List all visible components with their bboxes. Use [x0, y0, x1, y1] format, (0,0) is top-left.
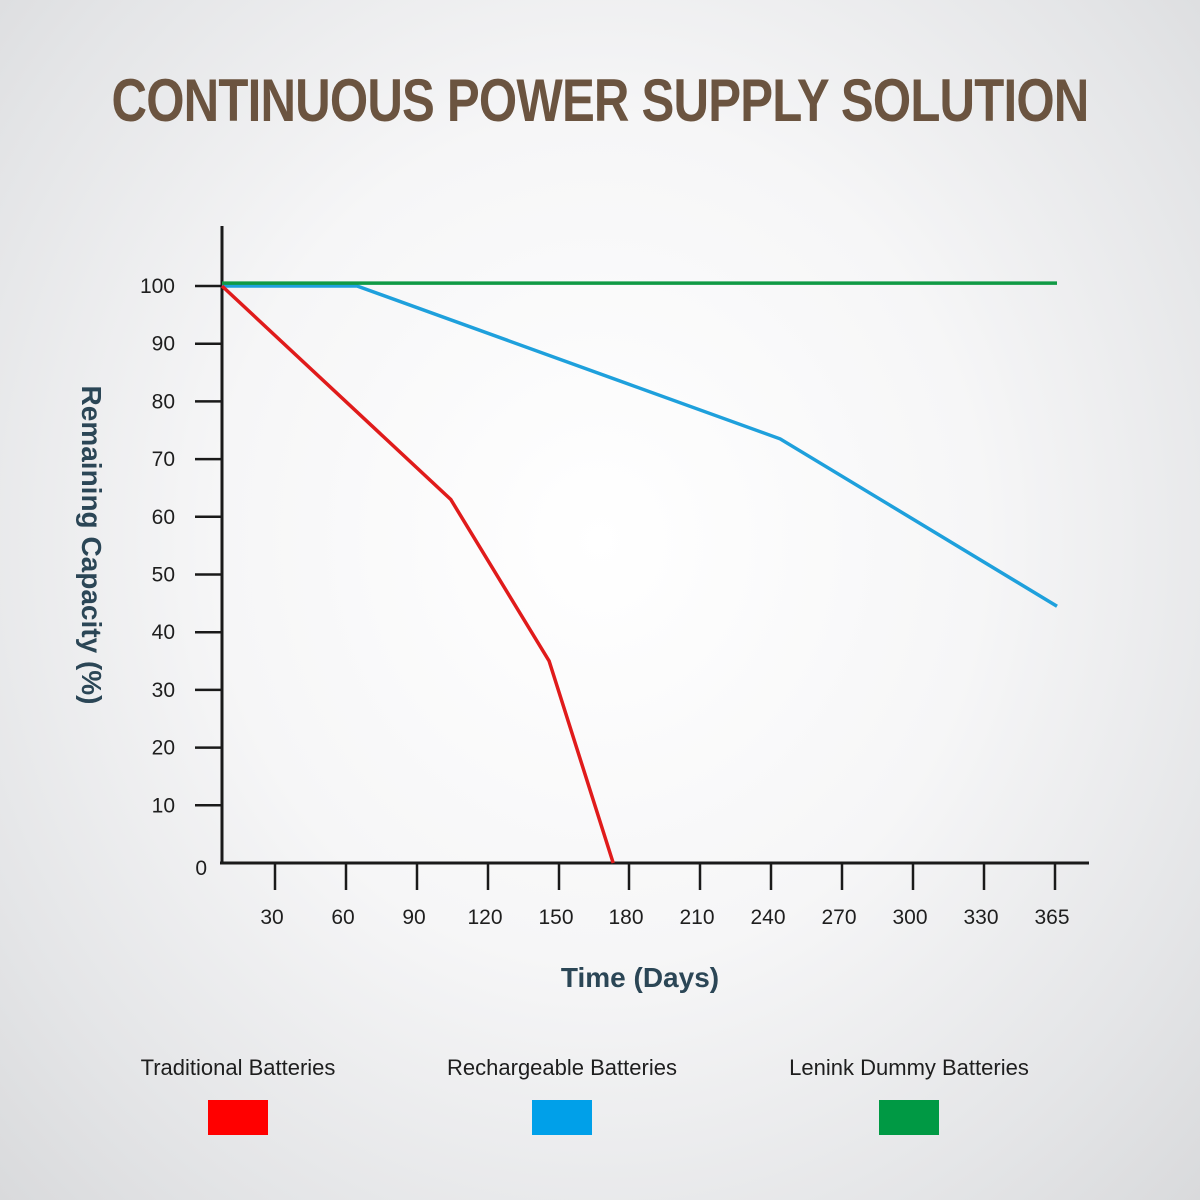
y-tick-label: 50	[152, 564, 175, 587]
y-tick-label: 70	[152, 448, 175, 471]
y-tick-label: 90	[152, 333, 175, 356]
x-tick-label: 365	[1034, 906, 1069, 929]
chart-title: CONTINUOUS POWER SUPPLY SOLUTION	[111, 67, 1089, 134]
x-tick-label: 90	[402, 906, 425, 929]
legend-item-traditional: Traditional Batteries	[68, 1054, 408, 1135]
x-tick-label: 30	[260, 906, 283, 929]
y-tick-label: 30	[152, 679, 175, 702]
legend-swatch	[532, 1100, 592, 1135]
x-axis-title: Time (Days)	[561, 962, 719, 993]
x-tick-label: 150	[538, 906, 573, 929]
y-axis-ticks: 0 10 20 30 40 50 60 70 80 90 100	[140, 275, 222, 880]
x-tick-label: 270	[821, 906, 856, 929]
x-tick-label: 300	[892, 906, 927, 929]
series-layer	[220, 281, 1058, 864]
legend-swatch	[879, 1100, 939, 1135]
series-line-rechargeable-batteries	[222, 284, 1058, 608]
y-tick-label: 10	[152, 794, 175, 817]
y-tick-label: 80	[152, 390, 175, 413]
x-tick-label: 60	[331, 906, 354, 929]
x-tick-label: 330	[963, 906, 998, 929]
legend-swatch	[208, 1100, 268, 1135]
legend: Traditional Batteries Rechargeable Batte…	[0, 1054, 1200, 1144]
x-axis-ticks: 30 60 90 120 150 180 210 240 270 300 330 365	[260, 863, 1070, 929]
y-tick-label: 40	[152, 621, 175, 644]
series-line-traditional-batteries	[220, 284, 615, 864]
legend-label: Lenink Dummy Batteries	[789, 1055, 1029, 1080]
x-tick-label: 120	[467, 906, 502, 929]
y-axis-title: Remaining Capacity (%)	[76, 386, 107, 705]
x-tick-label: 240	[750, 906, 785, 929]
y-tick-label: 60	[152, 506, 175, 529]
y-tick-label: 20	[152, 737, 175, 760]
y-tick-label: 0	[195, 857, 207, 880]
legend-item-rechargeable: Rechargeable Batteries	[392, 1054, 732, 1135]
x-tick-label: 210	[679, 906, 714, 929]
legend-label: Rechargeable Batteries	[447, 1055, 677, 1080]
legend-item-lenink: Lenink Dummy Batteries	[739, 1054, 1079, 1135]
y-tick-label: 100	[140, 275, 175, 298]
legend-label: Traditional Batteries	[140, 1055, 336, 1080]
x-tick-label: 180	[608, 906, 643, 929]
